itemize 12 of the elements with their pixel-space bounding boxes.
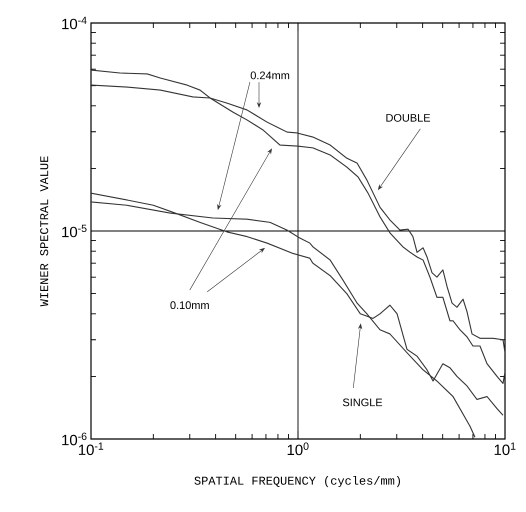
- annotation: 0.24mm: [250, 72, 290, 80]
- annotation: DOUBLE: [386, 114, 430, 122]
- x-axis-title: SPATIAL FREQUENCY (cycles/mm): [194, 476, 400, 488]
- x-tick-label: 10$^{-1}$: [78, 442, 104, 456]
- y-tick-label: 10$^{-5}$: [62, 224, 87, 238]
- y-axis-title: WIENER SPECTRAL VALUE: [40, 156, 48, 306]
- x-tick-label: 10$^{1}$: [494, 442, 516, 456]
- x-tick-label: 10$^{0}$: [288, 442, 309, 456]
- y-tick-label: 10$^{-6}$: [62, 432, 87, 446]
- y-tick-label: 10$^{-4}$: [62, 16, 87, 30]
- annotation: 0.10mm: [170, 301, 209, 310]
- annotation: SINGLE: [342, 398, 382, 406]
